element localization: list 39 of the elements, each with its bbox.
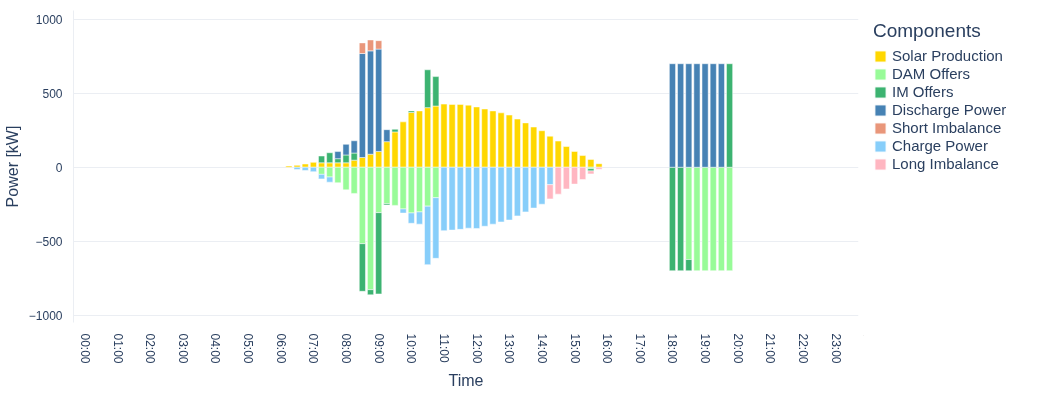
- x-tick-label: 17:00: [632, 333, 647, 364]
- x-tick-label: 13:00: [502, 333, 517, 364]
- x-tick-label: 04:00: [208, 333, 223, 364]
- x-tick-label: 08:00: [339, 333, 354, 364]
- y-axis-title: Power [kW]: [3, 125, 21, 208]
- x-tick-label: 15:00: [567, 333, 582, 364]
- x-tick-label: 12:00: [469, 333, 484, 364]
- x-tick-label: 19:00: [698, 333, 713, 364]
- x-tick-label: 03:00: [175, 333, 190, 364]
- x-tick-label: 20:00: [730, 333, 745, 364]
- legend-label: Solar Production: [892, 47, 1003, 64]
- x-tick-label: 07:00: [306, 333, 321, 364]
- x-tick-label: 02:00: [143, 333, 158, 364]
- x-tick-label: 09:00: [371, 333, 386, 364]
- y-tick-label: 500: [42, 86, 63, 101]
- y-tick-label: 1000: [35, 12, 63, 27]
- legend-label: Discharge Power: [892, 101, 1007, 118]
- legend-label: Charge Power: [892, 137, 988, 154]
- y-tick-label: 0: [55, 160, 63, 175]
- x-tick-label: 18:00: [665, 333, 680, 364]
- legend-label: Short Imbalance: [892, 119, 1002, 136]
- y-tick-label: −500: [35, 234, 63, 249]
- legend-label: IM Offers: [892, 83, 954, 100]
- x-tick-label: 22:00: [796, 333, 811, 364]
- x-tick-label: 23:00: [828, 333, 843, 364]
- x-tick-label: 16:00: [600, 333, 615, 364]
- x-tick-label: 05:00: [241, 333, 256, 364]
- y-tick-label: −1000: [28, 308, 63, 323]
- legend-label: DAM Offers: [892, 65, 971, 82]
- x-tick-label: 11:00: [436, 333, 451, 363]
- x-tick-label: 01:00: [110, 333, 125, 364]
- x-tick-label: 06:00: [273, 333, 288, 364]
- x-axis-title: Time: [448, 371, 484, 389]
- legend-label: Long Imbalance: [892, 155, 999, 172]
- x-tick-label: 00:00: [77, 333, 92, 364]
- x-tick-label: 10:00: [404, 333, 419, 364]
- x-tick-label: 21:00: [763, 333, 778, 364]
- legend-title: Components: [873, 20, 982, 42]
- x-tick-label: 14:00: [534, 333, 549, 364]
